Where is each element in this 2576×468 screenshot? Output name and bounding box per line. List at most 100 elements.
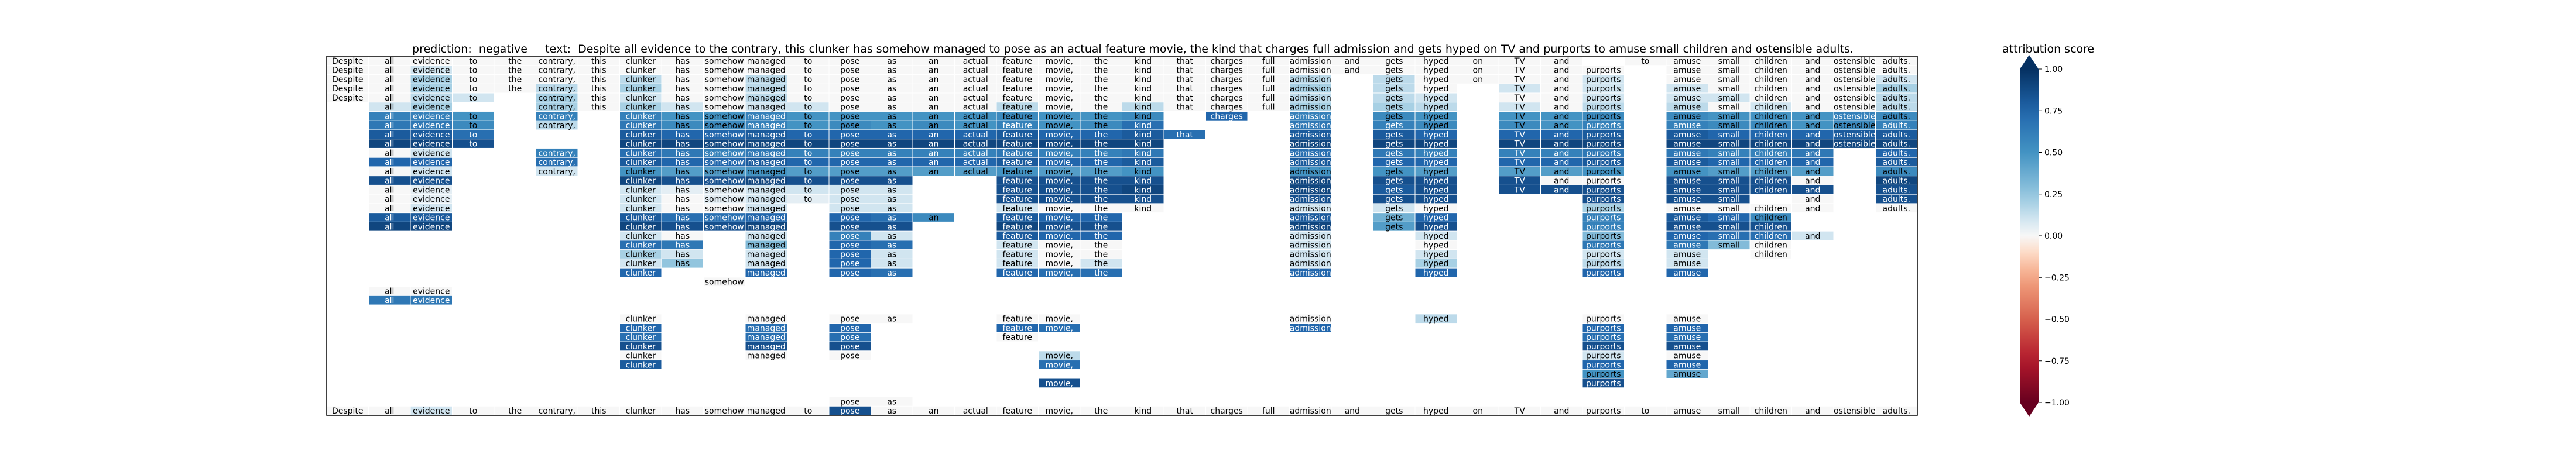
cell-token: managed — [747, 324, 786, 333]
cell-token: pose — [840, 84, 859, 94]
heat-cell — [704, 130, 745, 139]
plot-frame — [326, 56, 1918, 416]
heat-cell — [1373, 157, 1415, 167]
heat-cell — [1164, 66, 1205, 74]
heat-cell — [1039, 213, 1080, 222]
cell-token: and — [1805, 94, 1820, 103]
heat-cell — [1373, 222, 1415, 231]
cell-token: the — [1094, 130, 1108, 140]
heat-cell — [996, 74, 1038, 84]
cell-token: feature — [1002, 241, 1032, 250]
cell-token: movie, — [1046, 177, 1073, 186]
heat-cell — [1290, 259, 1331, 268]
heat-cell — [1164, 93, 1205, 102]
heat-cell — [453, 406, 494, 415]
cell-token: movie, — [1046, 94, 1073, 103]
heat-cell — [1039, 250, 1080, 259]
heat-cell — [1415, 259, 1457, 268]
cell-token: pose — [840, 269, 859, 278]
heat-cell — [871, 194, 913, 204]
cell-token: adults. — [1883, 103, 1910, 112]
cell-token: movie, — [1046, 259, 1073, 269]
cell-token: contrary, — [539, 57, 576, 66]
heat-cell — [829, 240, 871, 250]
cell-token: somehow — [705, 149, 744, 158]
cell-token: has — [675, 84, 690, 94]
cell-token: purports — [1586, 259, 1621, 269]
heat-cell — [829, 74, 871, 84]
heat-cell — [955, 93, 996, 102]
heat-cell — [1666, 111, 1708, 121]
heat-cell — [1080, 148, 1122, 157]
heat-cell — [1415, 268, 1457, 277]
cell-token: movie, — [1046, 222, 1073, 232]
cell-token: to — [469, 121, 477, 130]
heat-cell — [494, 84, 536, 93]
heat-cell — [662, 121, 703, 130]
cell-token: adults. — [1883, 204, 1910, 214]
cell-token: clunker — [626, 259, 656, 269]
cell-token: managed — [747, 112, 786, 121]
heat-cell — [1039, 157, 1080, 167]
cell-token: somehow — [705, 57, 744, 66]
heat-cell — [662, 139, 703, 148]
heat-cell — [1080, 204, 1122, 213]
heat-cell — [1122, 102, 1164, 111]
cell-token: managed — [747, 75, 786, 84]
cell-token: children — [1755, 185, 1787, 195]
cell-token: movie, — [1046, 360, 1073, 370]
cell-token: clunker — [626, 167, 656, 177]
cell-token: pose — [840, 66, 859, 75]
cell-token: movie, — [1046, 214, 1073, 223]
cell-token: to — [804, 167, 812, 177]
cell-token: and — [1554, 407, 1569, 416]
cell-token: an — [929, 84, 938, 94]
heat-cell — [1373, 139, 1415, 148]
cell-token: purports — [1586, 315, 1621, 324]
heat-cell — [1666, 194, 1708, 204]
cell-token: gets — [1385, 130, 1403, 140]
cell-token: admission — [1290, 269, 1331, 278]
cell-token: evidence — [413, 287, 450, 296]
cell-token: pose — [840, 352, 859, 361]
cell-token: charges — [1211, 57, 1243, 66]
cell-token: purports — [1586, 195, 1621, 204]
cell-token: has — [675, 177, 690, 186]
heat-cell — [704, 148, 745, 157]
cell-token: the — [508, 84, 522, 94]
heat-cell — [745, 111, 787, 121]
cell-token: as — [887, 121, 896, 130]
heat-cell — [662, 74, 703, 84]
cell-token: managed — [747, 121, 786, 130]
cell-token: purports — [1586, 333, 1621, 342]
heat-cell — [620, 93, 662, 102]
heat-cell — [745, 351, 787, 360]
cell-token: to — [469, 130, 477, 140]
heat-cell — [410, 295, 452, 305]
cell-token: purports — [1586, 185, 1621, 195]
cell-token: evidence — [413, 296, 450, 305]
cell-token: feature — [1002, 158, 1032, 167]
cell-token: contrary, — [539, 112, 576, 121]
heat-cell — [829, 56, 871, 66]
heat-cell — [745, 102, 787, 111]
heat-cell — [453, 56, 494, 66]
heat-cell — [1039, 167, 1080, 176]
heat-cell — [662, 240, 703, 250]
heat-cell — [1080, 222, 1122, 231]
cell-token: amuse — [1673, 259, 1701, 269]
cell-token: movie, — [1046, 103, 1073, 112]
cell-token: purports — [1586, 222, 1621, 232]
cell-token: children — [1755, 222, 1787, 232]
heat-cell — [1290, 148, 1331, 157]
cell-token: has — [675, 241, 690, 250]
cell-token: Despite — [332, 57, 364, 66]
heat-cell — [1582, 111, 1624, 121]
heat-cell — [1876, 406, 1917, 415]
heat-cell — [1750, 185, 1791, 194]
heat-cell — [955, 406, 996, 415]
cell-token: gets — [1385, 94, 1403, 103]
heat-cell — [1290, 406, 1331, 415]
heat-cell — [1039, 231, 1080, 240]
heat-cell — [745, 130, 787, 139]
